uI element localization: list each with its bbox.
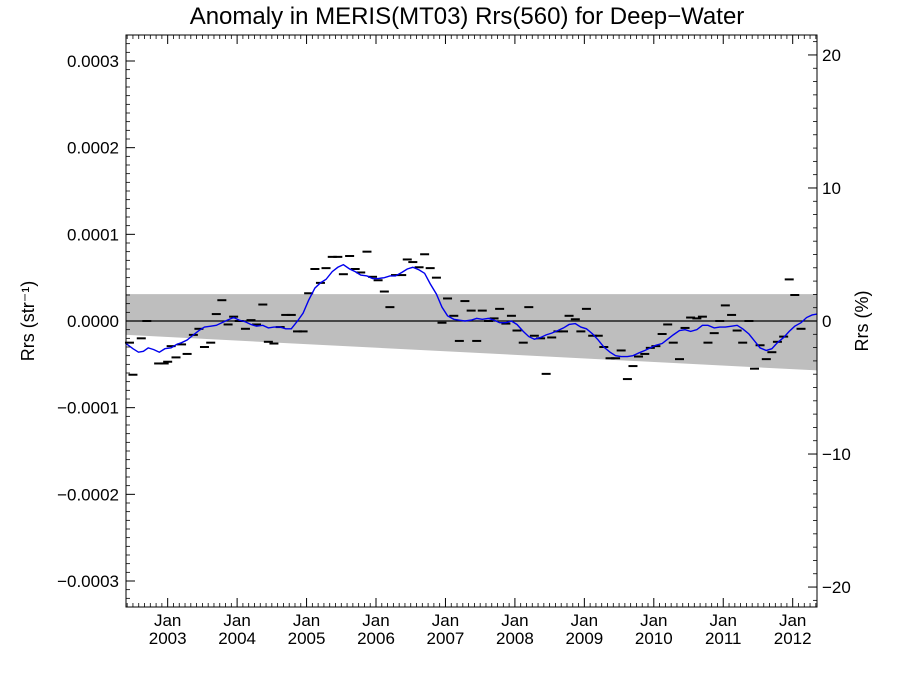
x-tick-label-year: 2011 bbox=[705, 629, 742, 648]
x-tick-label-month: Jan bbox=[710, 611, 737, 630]
y-left-tick-label: −0.0001 bbox=[57, 399, 119, 418]
x-tick-label-year: 2010 bbox=[635, 629, 673, 648]
x-tick-label-month: Jan bbox=[640, 611, 667, 630]
x-tick-label-month: Jan bbox=[501, 611, 528, 630]
y-left-tick-label: 0.0002 bbox=[67, 139, 119, 158]
x-tick-label-year: 2008 bbox=[496, 629, 534, 648]
x-tick-label-month: Jan bbox=[154, 611, 181, 630]
x-tick-label-month: Jan bbox=[571, 611, 598, 630]
smoothed-series-line bbox=[125, 263, 818, 358]
y-left-tick-label: 0.0001 bbox=[67, 225, 119, 244]
x-tick-label-month: Jan bbox=[432, 611, 459, 630]
monthly-points-layer bbox=[124, 250, 806, 381]
y-right-tick-label: 0 bbox=[822, 312, 831, 331]
x-tick-label-month: Jan bbox=[223, 611, 250, 630]
x-tick-label-year: 2005 bbox=[288, 629, 326, 648]
y-left-tick-label: 0.0003 bbox=[67, 52, 119, 71]
y-left-tick-label: −0.0002 bbox=[57, 485, 119, 504]
y-right-tick-label: 10 bbox=[822, 179, 841, 198]
x-tick-label-year: 2006 bbox=[357, 629, 395, 648]
y-left-tick-label: −0.0003 bbox=[57, 572, 119, 591]
x-tick-label-year: 2009 bbox=[565, 629, 603, 648]
x-tick-label-month: Jan bbox=[362, 611, 389, 630]
y-axis-right-label: Rrs (%) bbox=[852, 291, 872, 352]
x-tick-label-year: 2004 bbox=[218, 629, 256, 648]
y-left-tick-label: 0.0000 bbox=[67, 312, 119, 331]
x-tick-label-year: 2003 bbox=[149, 629, 187, 648]
chart-title: Anomaly in MERIS(MT03) Rrs(560) for Deep… bbox=[190, 3, 745, 30]
y-right-tick-label: −20 bbox=[822, 578, 851, 597]
y-right-tick-label: 20 bbox=[822, 46, 841, 65]
x-tick-label-month: Jan bbox=[779, 611, 806, 630]
y-axis-left-label: Rrs (str⁻¹) bbox=[18, 281, 38, 361]
axes-layer: 0.0003 0.0002 0.0001 0.0000 −0.0001 −0.0002 −0… bbox=[57, 34, 851, 648]
x-tick-label-year: 2007 bbox=[427, 629, 465, 648]
x-tick-label-year: 2012 bbox=[774, 629, 812, 648]
x-tick-label-month: Jan bbox=[293, 611, 320, 630]
smoothed-series-layer bbox=[125, 263, 818, 358]
y-right-tick-label: −10 bbox=[822, 445, 851, 464]
